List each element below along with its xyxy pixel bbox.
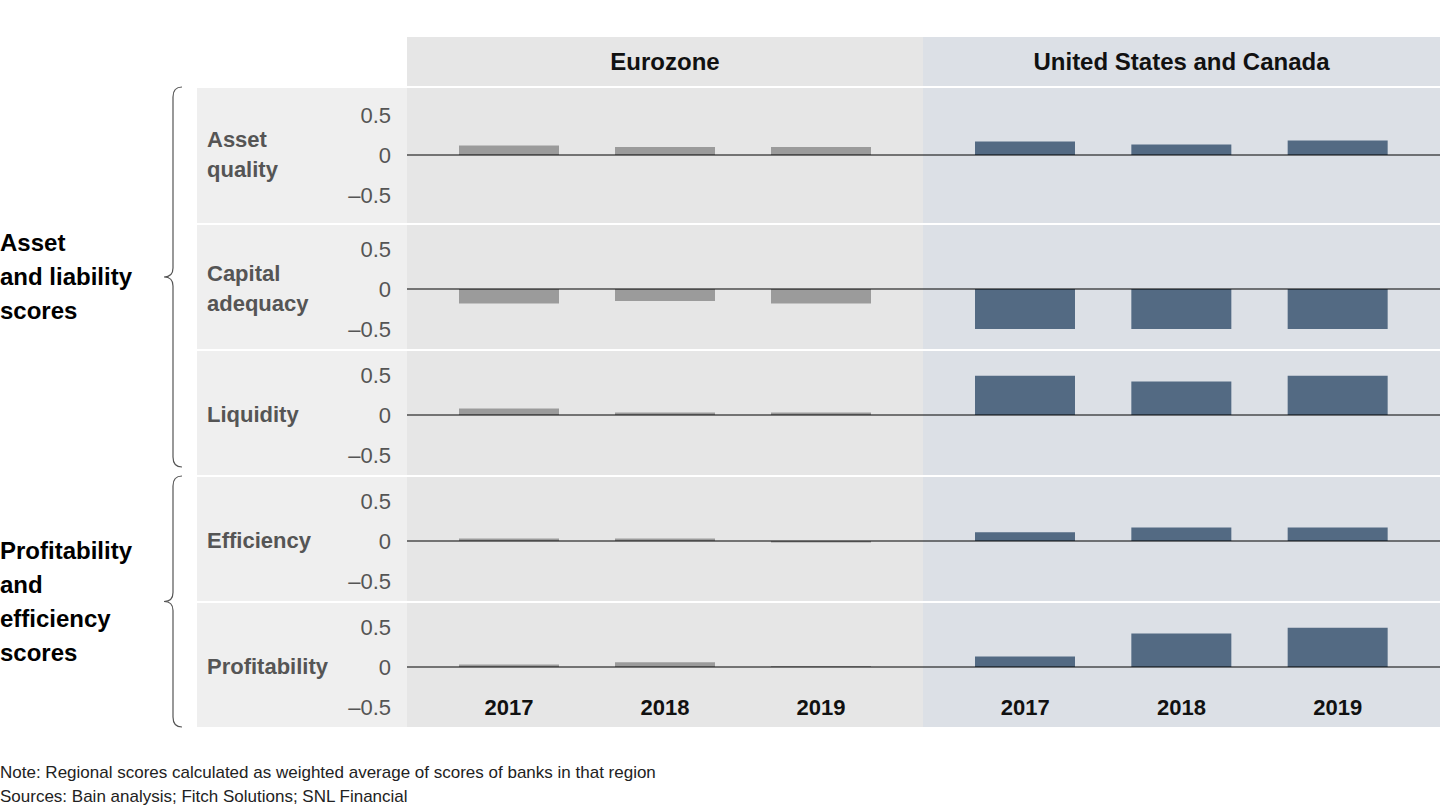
svg-text:0.5: 0.5 xyxy=(360,615,391,640)
html-text:Profitability: Profitability xyxy=(207,654,328,679)
html-text:scores: scores xyxy=(0,638,78,666)
html-text:Profitability: Profitability xyxy=(0,536,132,564)
html-text:scores: scores xyxy=(0,297,78,324)
html-text:Asset: Asset xyxy=(207,127,267,152)
html-text:efficiency: efficiency xyxy=(0,604,111,632)
html-text:Eurozone: Eurozone xyxy=(610,48,720,75)
html-text:and: and xyxy=(0,570,43,598)
svg-text:2019: 2019 xyxy=(797,695,846,720)
svg-text:2019: 2019 xyxy=(1313,695,1362,720)
html-text:United States and Canada: United States and Canada xyxy=(1033,48,1330,75)
svg-text:0.5: 0.5 xyxy=(360,237,391,262)
svg-text:0: 0 xyxy=(379,655,391,680)
svg-text:0.5: 0.5 xyxy=(360,489,391,514)
svg-text:0: 0 xyxy=(379,143,391,168)
svg-text:–0.5: –0.5 xyxy=(348,569,391,594)
svg-text:2018: 2018 xyxy=(1157,695,1206,720)
svg-text:2018: 2018 xyxy=(641,695,690,720)
html-text:Liquidity: Liquidity xyxy=(207,402,299,427)
svg-text:–0.5: –0.5 xyxy=(348,695,391,720)
html-text:Sources: Bain analysis; Fitch: Sources: Bain analysis; Fitch Solutions;… xyxy=(0,787,408,806)
svg-text:0: 0 xyxy=(379,529,391,554)
html-text:Asset: Asset xyxy=(0,229,66,256)
html-text:and liability: and liability xyxy=(0,263,132,290)
svg-text:2017: 2017 xyxy=(1001,695,1050,720)
html-text:Capital: Capital xyxy=(207,261,281,286)
svg-text:0: 0 xyxy=(379,277,391,302)
html-text:adequacy: adequacy xyxy=(207,291,309,316)
svg-text:0: 0 xyxy=(379,403,391,428)
html-text:quality: quality xyxy=(207,157,278,182)
svg-text:–0.5: –0.5 xyxy=(348,317,391,342)
svg-text:0.5: 0.5 xyxy=(360,103,391,128)
svg-text:2017: 2017 xyxy=(485,695,534,720)
html-text:Efficiency: Efficiency xyxy=(207,528,311,553)
svg-text:–0.5: –0.5 xyxy=(348,183,391,208)
html-text:Note: Regional scores calculat: Note: Regional scores calculated as weig… xyxy=(0,763,656,782)
svg-text:0.5: 0.5 xyxy=(360,363,391,388)
svg-text:–0.5: –0.5 xyxy=(348,443,391,468)
